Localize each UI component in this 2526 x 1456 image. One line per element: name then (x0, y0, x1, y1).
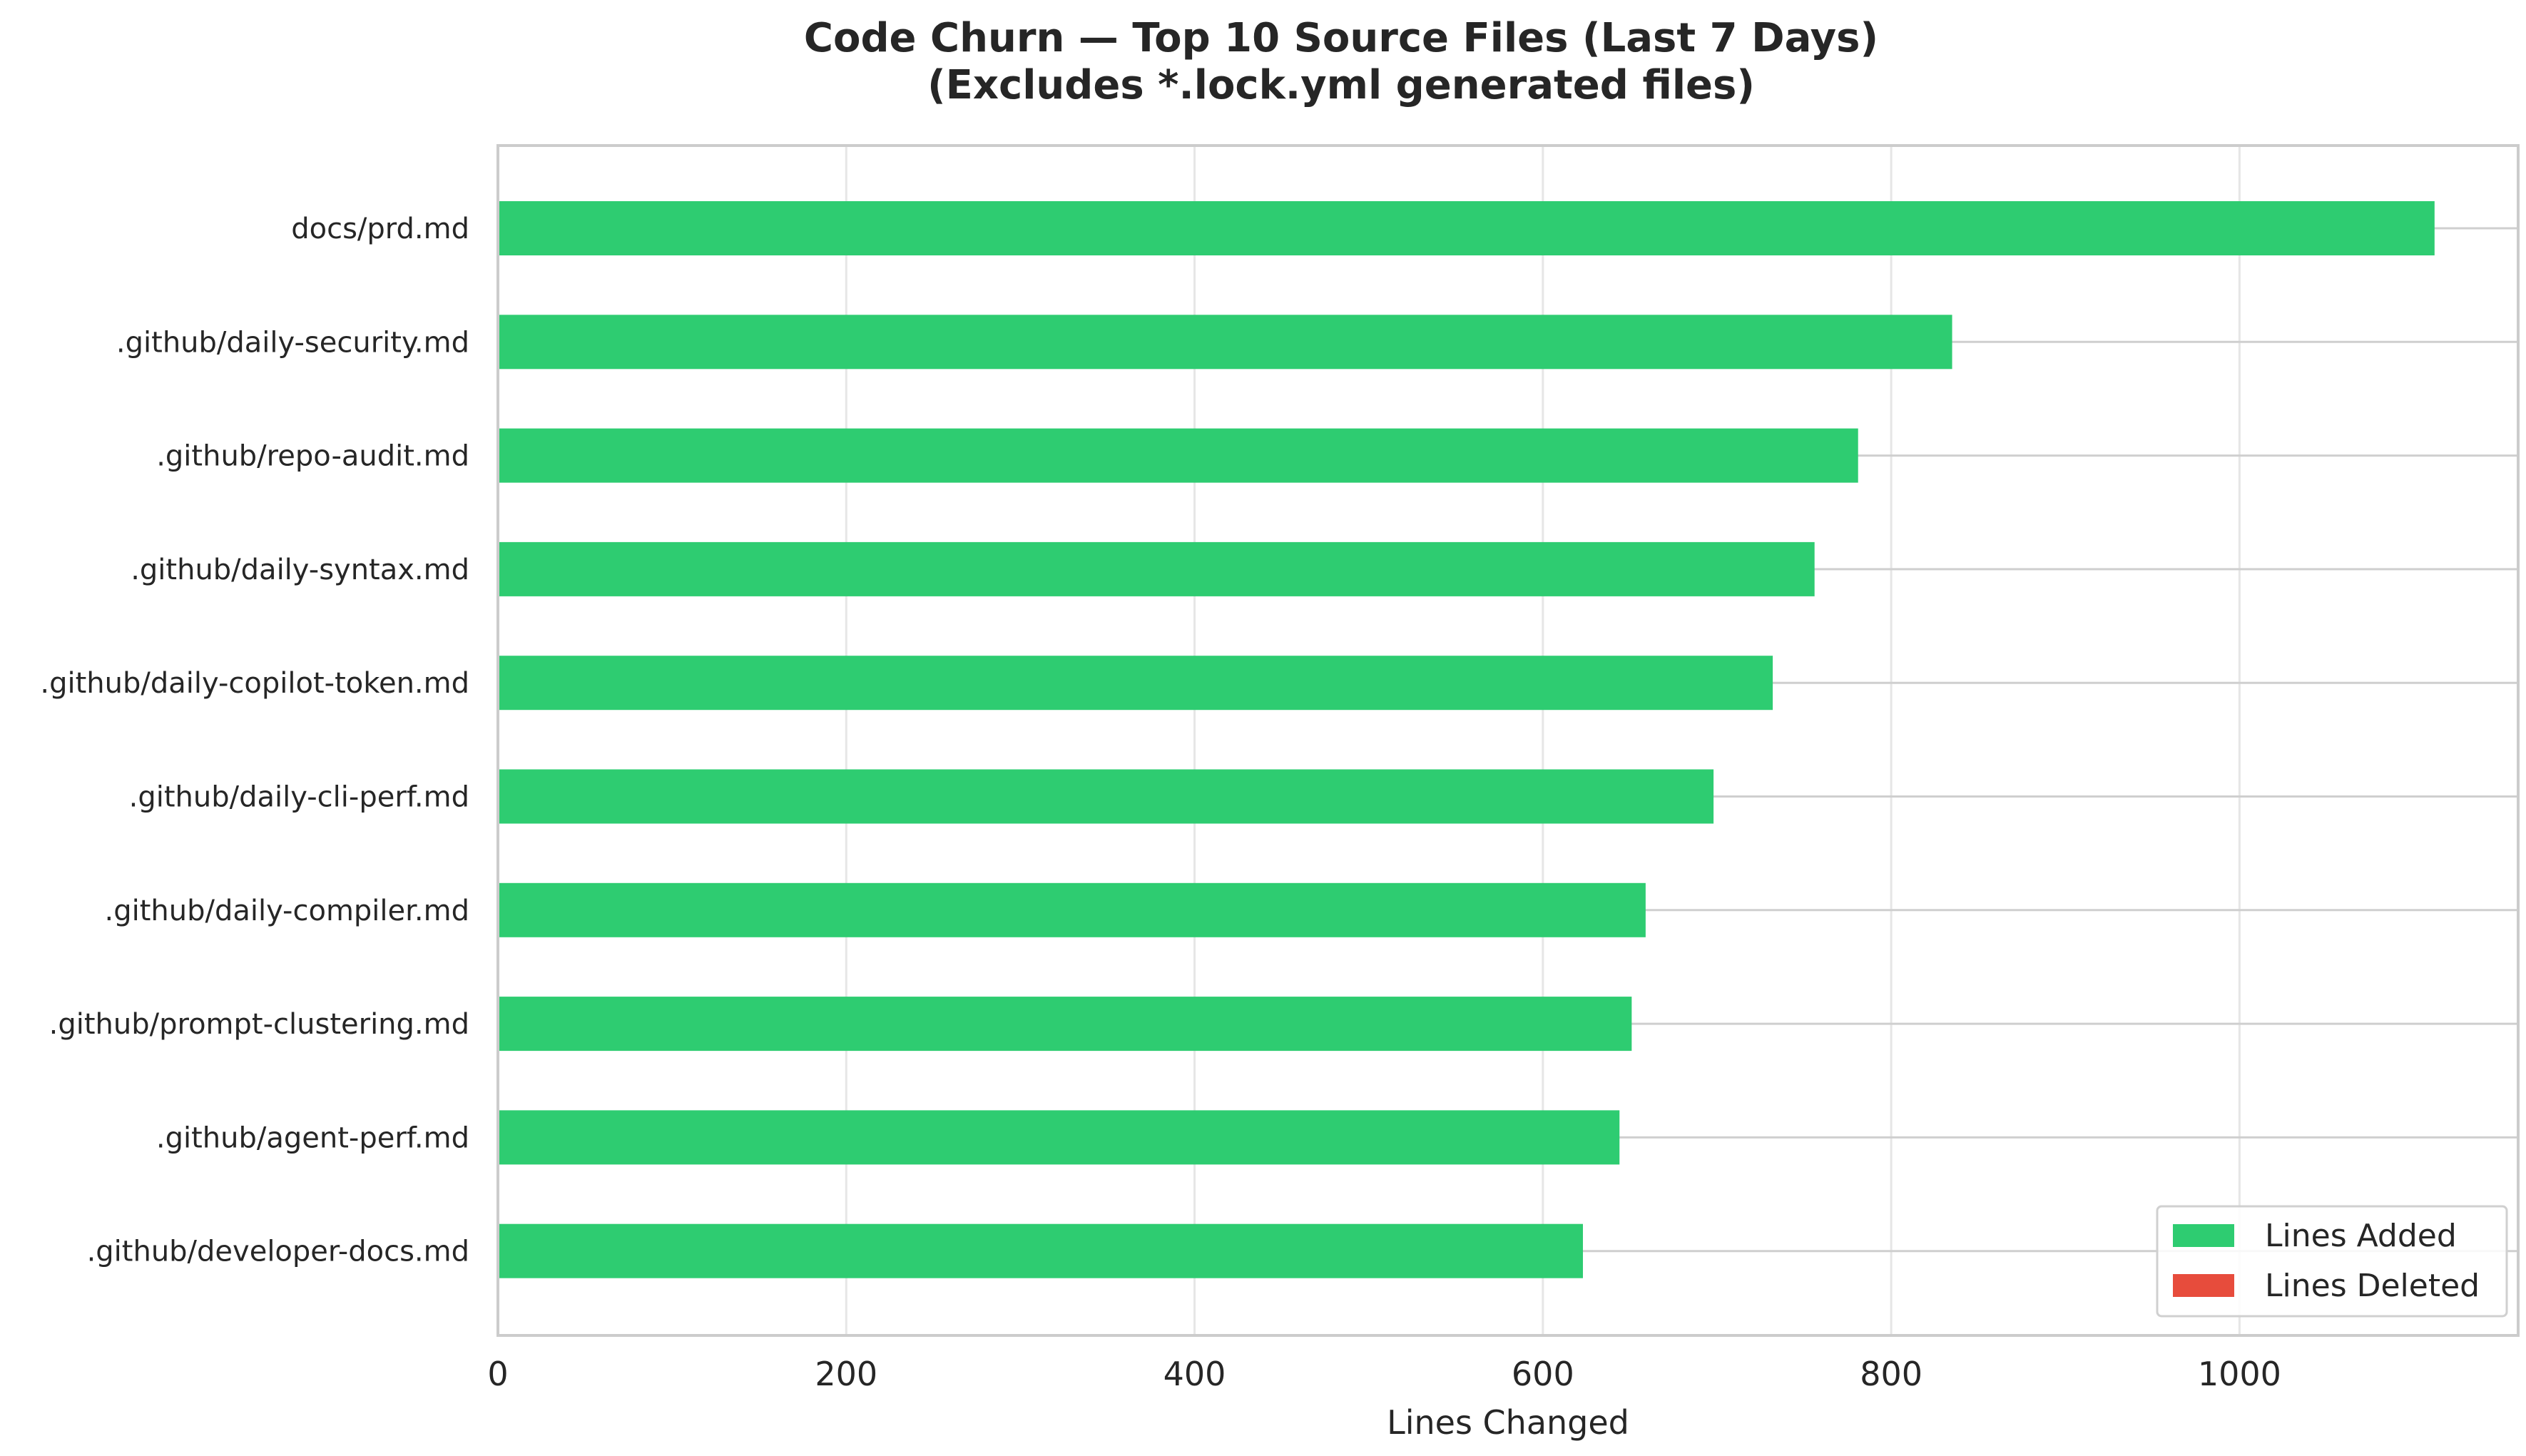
x-tick-label: 1000 (2198, 1355, 2281, 1393)
y-tick-label: .github/prompt-clustering.md (49, 1008, 469, 1041)
bars-layer (498, 201, 2435, 1278)
chart-subtitle: (Excludes *.lock.yml generated files) (927, 62, 1755, 108)
bar-lines-added (498, 1223, 1583, 1278)
x-tick-label: 600 (1512, 1355, 1574, 1393)
y-tick-label: .github/repo-audit.md (156, 440, 469, 473)
x-tick-label: 800 (1860, 1355, 1922, 1393)
bar-lines-added (498, 201, 2435, 255)
legend-swatch-lines-deleted (2173, 1274, 2234, 1297)
bar-lines-added (498, 428, 1858, 483)
chart-title: Code Churn — Top 10 Source Files (Last 7… (804, 15, 1878, 61)
y-tick-label: .github/daily-compiler.md (104, 895, 469, 927)
bar-lines-added (498, 315, 1952, 370)
y-tick-label: .github/agent-perf.md (156, 1121, 469, 1154)
y-tick-label: .github/daily-security.md (116, 326, 469, 359)
bar-lines-added (498, 882, 1646, 937)
x-tick-label: 0 (487, 1355, 508, 1393)
x-axis-label: Lines Changed (1387, 1403, 1629, 1442)
bar-lines-added (498, 541, 1815, 596)
y-tick-label: .github/daily-syntax.md (131, 554, 469, 586)
legend-swatch-lines-added (2173, 1224, 2234, 1247)
legend-label-lines-added: Lines Added (2265, 1218, 2457, 1254)
y-tick-label: .github/daily-copilot-token.md (40, 667, 469, 700)
y-tick-label: docs/prd.md (291, 213, 469, 245)
legend-label-lines-deleted: Lines Deleted (2265, 1268, 2480, 1304)
y-tick-labels: docs/prd.md .github/daily-security.md .git… (40, 213, 469, 1268)
y-tick-label: .github/developer-docs.md (87, 1236, 469, 1268)
y-tick-label: .github/daily-cli-perf.md (129, 781, 469, 814)
plot-frame (496, 144, 2520, 1337)
legend: Lines Added Lines Deleted (2156, 1205, 2508, 1318)
x-tick-label: 200 (815, 1355, 877, 1393)
x-tick-labels: 0 200 400 600 800 1000 (487, 1355, 2281, 1393)
bar-lines-added (498, 769, 1714, 824)
legend-box (2156, 1205, 2508, 1318)
bar-lines-added (498, 997, 1632, 1052)
bar-lines-added (498, 1110, 1620, 1165)
x-tick-label: 400 (1163, 1355, 1226, 1393)
bar-lines-added (498, 656, 1773, 711)
